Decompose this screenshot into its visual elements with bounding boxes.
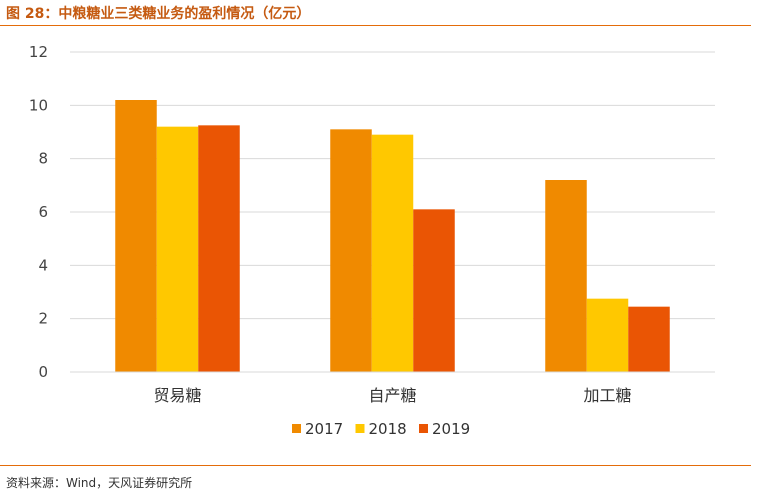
x-axis-category-labels: 贸易糖 自产糖 加工糖 — [153, 386, 631, 405]
bars — [115, 100, 670, 373]
category-label: 自产糖 — [368, 386, 416, 405]
bar-2019 — [413, 209, 455, 372]
legend-label: 2018 — [369, 420, 407, 438]
bar-2019 — [628, 306, 670, 372]
bar-2017 — [330, 129, 372, 372]
legend-label: 2017 — [305, 420, 343, 438]
footer-divider — [0, 465, 751, 466]
y-axis-tick-labels: 0 2 4 6 8 10 12 — [29, 43, 48, 381]
bar-chart: 0 2 4 6 8 10 12 贸易糖 自产糖 加工糖 2017 2018 2019 — [29, 43, 715, 438]
source-note: 资料来源：Wind，天风证券研究所 — [6, 476, 193, 490]
y-tick-label: 4 — [38, 256, 48, 274]
chart-title: 图 28：中粮糖业三类糖业务的盈利情况（亿元） — [6, 6, 311, 22]
title-divider — [0, 25, 751, 26]
bar-2019 — [198, 125, 240, 372]
y-tick-label: 6 — [38, 203, 48, 221]
bar-2017 — [115, 100, 157, 372]
y-tick-label: 10 — [29, 96, 48, 114]
legend-swatch — [292, 424, 301, 433]
legend-swatch — [355, 424, 365, 433]
bar-2018 — [371, 134, 414, 372]
bar-2017 — [545, 180, 587, 372]
legend-swatch — [419, 424, 428, 433]
y-tick-label: 0 — [38, 363, 48, 381]
legend: 2017 2018 2019 — [292, 420, 470, 438]
legend-label: 2019 — [432, 420, 470, 438]
category-label: 贸易糖 — [153, 386, 201, 405]
y-tick-label: 8 — [38, 150, 48, 168]
bar-2018 — [586, 298, 629, 372]
category-label: 加工糖 — [583, 386, 631, 405]
y-tick-label: 12 — [29, 43, 48, 61]
y-tick-label: 2 — [38, 310, 48, 328]
bar-2018 — [156, 126, 199, 373]
